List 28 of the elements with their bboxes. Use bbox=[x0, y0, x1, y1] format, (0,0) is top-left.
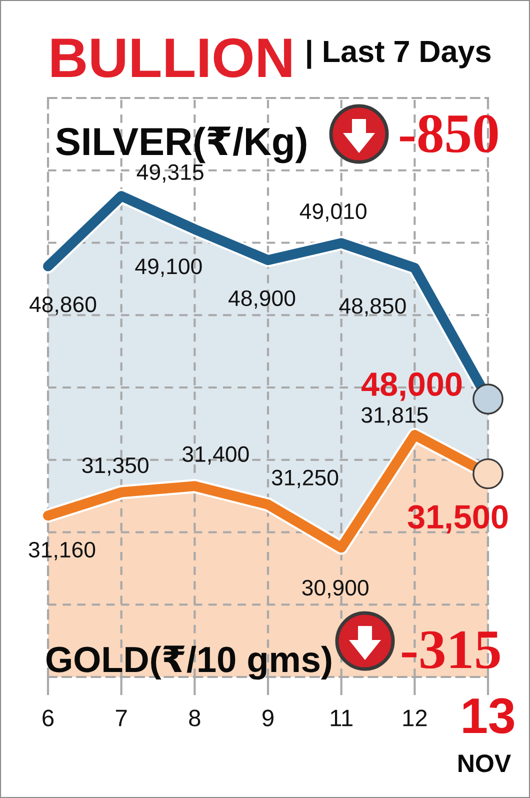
x-tick-label: 6 bbox=[42, 710, 54, 726]
x-tick-label: 9 bbox=[262, 710, 274, 726]
data-label: 48,860 bbox=[30, 296, 96, 315]
data-label: 48,000 bbox=[362, 372, 462, 401]
legend-label: SILVER(₹/Kg) bbox=[56, 126, 306, 164]
text: NOV bbox=[458, 754, 511, 772]
data-label: 49,315 bbox=[136, 164, 204, 183]
data-label: 31,160 bbox=[28, 542, 96, 560]
data-label: 31,815 bbox=[362, 407, 428, 426]
data-label: 49,100 bbox=[135, 258, 202, 277]
data-label: 31,500 bbox=[408, 505, 508, 534]
data-label: 31,350 bbox=[82, 457, 148, 476]
x-tick-label: 8 bbox=[189, 710, 200, 726]
data-label: 49,010 bbox=[300, 203, 366, 222]
data-label: 48,850 bbox=[339, 298, 406, 316]
annotation: -315 bbox=[402, 631, 500, 669]
data-label: 48,900 bbox=[228, 290, 296, 309]
x-tick-label: 12 bbox=[403, 710, 427, 726]
x-tick-label: 13 bbox=[463, 698, 514, 734]
legend-label: GOLD(₹/10 gms) bbox=[46, 646, 332, 680]
data-label: 31,400 bbox=[182, 446, 249, 465]
annotation: -850 bbox=[400, 115, 498, 153]
chart-subtitle: | Last 7 Days bbox=[307, 40, 491, 69]
data-label: 31,250 bbox=[272, 470, 338, 488]
x-tick-label: 7 bbox=[116, 710, 127, 726]
chart-title: BULLION bbox=[52, 38, 292, 78]
x-tick-label: 11 bbox=[330, 710, 352, 726]
data-label: 30,900 bbox=[302, 580, 368, 598]
